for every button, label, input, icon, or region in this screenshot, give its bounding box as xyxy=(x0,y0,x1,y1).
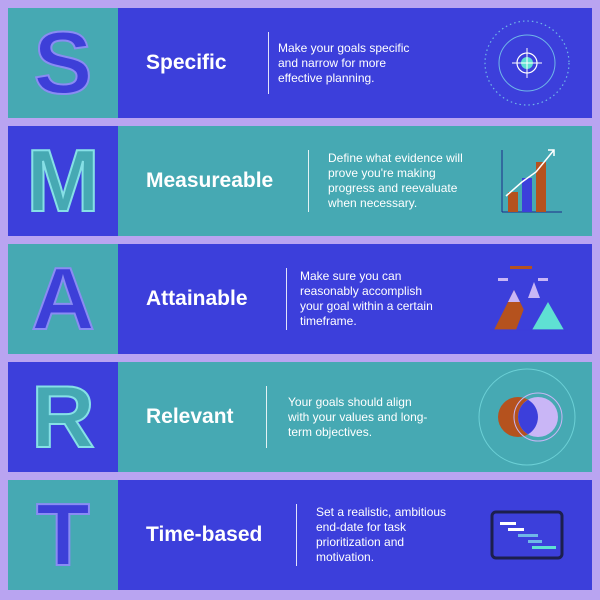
row-body-relevant: Relevant Your goals should align with yo… xyxy=(118,362,592,472)
letter-tile-t: T xyxy=(8,480,118,590)
title-measureable: Measureable xyxy=(146,169,274,192)
description-measureable: Define what evidence will prove you're m… xyxy=(328,151,463,210)
letter-r: R xyxy=(30,367,96,466)
divider xyxy=(286,268,287,330)
letter-tile-s: S xyxy=(8,8,118,118)
letter-tile-m: M xyxy=(8,126,118,236)
letter-a: A xyxy=(30,249,96,348)
target-icon xyxy=(472,8,582,118)
row-attainable: A Attainable Make sure you can reasonabl… xyxy=(8,244,592,354)
divider xyxy=(266,386,267,448)
divider xyxy=(308,150,309,212)
letter-tile-r: R xyxy=(8,362,118,472)
title-specific: Specific xyxy=(146,51,227,74)
row-body-attainable: Attainable Make sure you can reasonably … xyxy=(118,244,592,354)
row-body-time-based: Time-based Set a realistic, ambitious en… xyxy=(118,480,592,590)
row-body-measureable: Measureable Define what evidence will pr… xyxy=(118,126,592,236)
bar-chart-icon xyxy=(472,126,582,236)
row-specific: S Specific Make your goals specific and … xyxy=(8,8,592,118)
letter-t: T xyxy=(35,485,91,584)
gantt-chart-icon xyxy=(472,480,582,590)
letter-tile-a: A xyxy=(8,244,118,354)
title-time-based: Time-based xyxy=(146,523,263,546)
row-time-based: T Time-based Set a realistic, ambitious … xyxy=(8,480,592,590)
letter-s: S xyxy=(33,13,94,112)
letter-m: M xyxy=(25,131,100,230)
title-relevant: Relevant xyxy=(146,405,234,428)
row-relevant: R Relevant Your goals should align with … xyxy=(8,362,592,472)
divider xyxy=(268,32,269,94)
divider xyxy=(296,504,297,566)
description-relevant: Your goals should align with your values… xyxy=(288,394,428,439)
description-time-based: Set a realistic, ambitious end-date for … xyxy=(316,505,447,564)
venn-diagram-icon xyxy=(472,362,582,472)
row-measureable: M Measureable Define what evidence will … xyxy=(8,126,592,236)
description-specific: Make your goals specific and narrow for … xyxy=(278,40,410,85)
title-attainable: Attainable xyxy=(146,287,248,310)
row-body-specific: Specific Make your goals specific and na… xyxy=(118,8,592,118)
description-attainable: Make sure you can reasonably accomplish … xyxy=(300,269,433,328)
mountains-icon xyxy=(472,244,582,354)
